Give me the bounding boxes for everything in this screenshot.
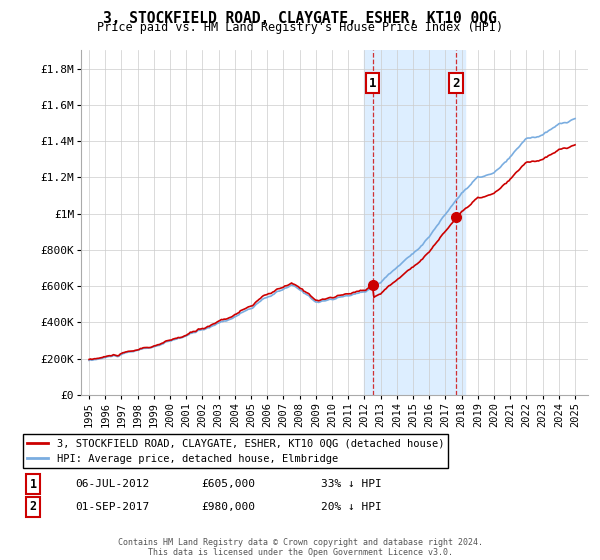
Legend: 3, STOCKFIELD ROAD, CLAYGATE, ESHER, KT10 0QG (detached house), HPI: Average pri: 3, STOCKFIELD ROAD, CLAYGATE, ESHER, KT1… xyxy=(23,435,448,468)
Text: 3, STOCKFIELD ROAD, CLAYGATE, ESHER, KT10 0QG: 3, STOCKFIELD ROAD, CLAYGATE, ESHER, KT1… xyxy=(103,11,497,26)
Text: 06-JUL-2012: 06-JUL-2012 xyxy=(75,479,149,489)
Text: £605,000: £605,000 xyxy=(201,479,255,489)
Bar xyxy=(364,50,465,395)
Text: Price paid vs. HM Land Registry's House Price Index (HPI): Price paid vs. HM Land Registry's House … xyxy=(97,21,503,34)
Text: 2: 2 xyxy=(452,77,460,90)
Text: £980,000: £980,000 xyxy=(201,502,255,512)
Text: 2: 2 xyxy=(29,500,37,514)
Text: 1: 1 xyxy=(369,77,376,90)
Text: 33% ↓ HPI: 33% ↓ HPI xyxy=(321,479,382,489)
Text: 1: 1 xyxy=(29,478,37,491)
Text: Contains HM Land Registry data © Crown copyright and database right 2024.
This d: Contains HM Land Registry data © Crown c… xyxy=(118,538,482,557)
Text: 01-SEP-2017: 01-SEP-2017 xyxy=(75,502,149,512)
Text: 20% ↓ HPI: 20% ↓ HPI xyxy=(321,502,382,512)
